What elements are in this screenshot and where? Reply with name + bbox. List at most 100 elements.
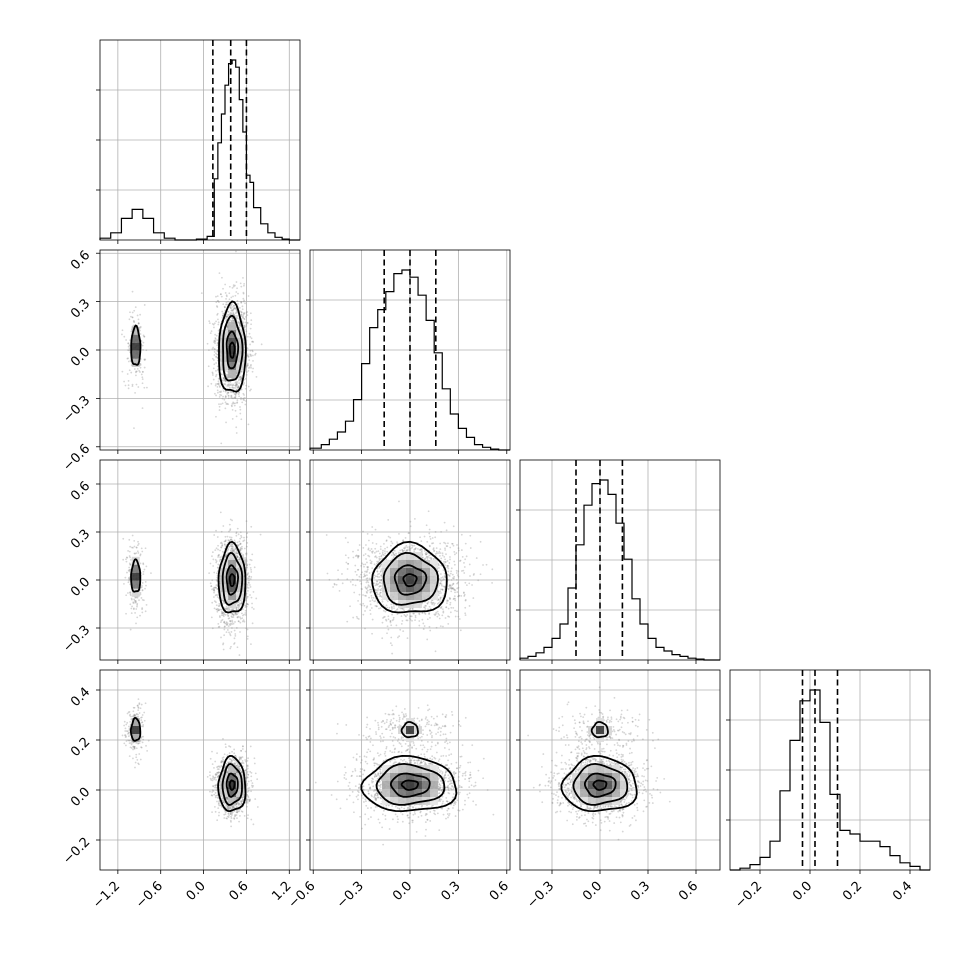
sample-point bbox=[243, 312, 245, 314]
sample-point bbox=[121, 329, 124, 332]
sample-point bbox=[227, 391, 230, 394]
sample-point bbox=[250, 355, 252, 358]
sample-point bbox=[357, 600, 359, 602]
sample-point bbox=[143, 335, 146, 338]
sample-point bbox=[349, 580, 352, 583]
sample-point bbox=[230, 547, 233, 550]
sample-point bbox=[130, 315, 132, 318]
sample-point bbox=[247, 369, 250, 372]
sample-point bbox=[123, 582, 125, 585]
sample-point bbox=[143, 568, 146, 571]
sample-point bbox=[465, 555, 468, 558]
sample-point bbox=[129, 563, 132, 566]
sample-point bbox=[236, 370, 239, 373]
sample-point bbox=[142, 562, 145, 565]
sample-point bbox=[378, 567, 381, 569]
sample-point bbox=[381, 553, 384, 556]
contour-line bbox=[130, 324, 142, 366]
sample-point bbox=[225, 295, 228, 298]
sample-point bbox=[234, 294, 237, 297]
sample-point bbox=[131, 534, 134, 537]
sample-point bbox=[127, 342, 130, 345]
sample-point bbox=[247, 295, 250, 297]
sample-point bbox=[235, 550, 238, 552]
sample-point bbox=[221, 543, 224, 545]
sample-point bbox=[454, 597, 456, 600]
sample-point bbox=[234, 284, 236, 287]
sample-point bbox=[338, 589, 341, 592]
sample-point bbox=[386, 606, 389, 609]
sample-point bbox=[235, 534, 238, 537]
sample-point bbox=[368, 539, 370, 542]
sample-point bbox=[217, 321, 220, 324]
sample-point bbox=[129, 563, 132, 566]
sample-point bbox=[369, 549, 371, 552]
sample-point bbox=[141, 585, 143, 587]
sample-point bbox=[423, 611, 426, 614]
sample-point bbox=[219, 621, 222, 624]
sample-point bbox=[249, 566, 252, 569]
sample-point bbox=[215, 579, 218, 582]
sample-point bbox=[244, 609, 247, 612]
sample-point bbox=[229, 311, 232, 314]
sample-point bbox=[133, 321, 136, 324]
sample-point bbox=[137, 386, 140, 388]
sample-point bbox=[221, 276, 223, 279]
sample-point bbox=[239, 310, 242, 313]
sample-point bbox=[371, 567, 374, 570]
sample-point bbox=[229, 381, 232, 383]
sample-point bbox=[380, 554, 383, 557]
sample-point bbox=[440, 576, 443, 579]
sample-point bbox=[245, 400, 247, 402]
density-cell bbox=[131, 326, 140, 335]
sample-point bbox=[218, 272, 221, 275]
sample-point bbox=[234, 634, 237, 637]
sample-point bbox=[362, 554, 365, 557]
sample-point bbox=[223, 607, 226, 610]
sample-point bbox=[357, 549, 359, 551]
sample-point bbox=[234, 621, 236, 623]
sample-point bbox=[366, 580, 369, 582]
sample-point bbox=[139, 313, 142, 316]
sample-point bbox=[239, 531, 242, 534]
sample-point bbox=[232, 550, 235, 552]
sample-point bbox=[347, 562, 349, 565]
sample-point bbox=[246, 566, 248, 569]
sample-point bbox=[250, 366, 252, 369]
sample-point bbox=[462, 591, 465, 594]
sample-point bbox=[239, 543, 242, 546]
sample-point bbox=[389, 620, 392, 623]
sample-point bbox=[376, 589, 379, 592]
sample-point bbox=[242, 297, 245, 300]
sample-point bbox=[463, 566, 466, 568]
sample-point bbox=[212, 359, 215, 361]
sample-point bbox=[441, 588, 444, 591]
sample-point bbox=[362, 613, 365, 616]
sample-point bbox=[441, 614, 444, 617]
sample-point bbox=[232, 547, 234, 550]
sample-point bbox=[438, 592, 441, 595]
sample-point bbox=[446, 566, 449, 569]
sample-point bbox=[444, 560, 447, 563]
sample-point bbox=[131, 605, 133, 608]
sample-point bbox=[214, 337, 217, 339]
sample-point bbox=[387, 628, 390, 631]
sample-point bbox=[237, 544, 240, 547]
sample-point bbox=[216, 596, 219, 598]
sample-point bbox=[216, 369, 219, 371]
sample-point bbox=[237, 615, 240, 618]
sample-point bbox=[209, 332, 212, 335]
sample-point bbox=[226, 326, 229, 329]
sample-point bbox=[220, 293, 222, 296]
sample-point bbox=[231, 613, 234, 616]
sample-point bbox=[375, 591, 378, 594]
sample-point bbox=[246, 364, 248, 367]
sample-point bbox=[236, 402, 238, 404]
sample-point bbox=[231, 317, 234, 320]
sample-point bbox=[139, 371, 141, 373]
sample-point bbox=[236, 386, 239, 389]
sample-point bbox=[242, 398, 245, 401]
sample-point bbox=[390, 603, 393, 606]
sample-point bbox=[237, 385, 240, 388]
